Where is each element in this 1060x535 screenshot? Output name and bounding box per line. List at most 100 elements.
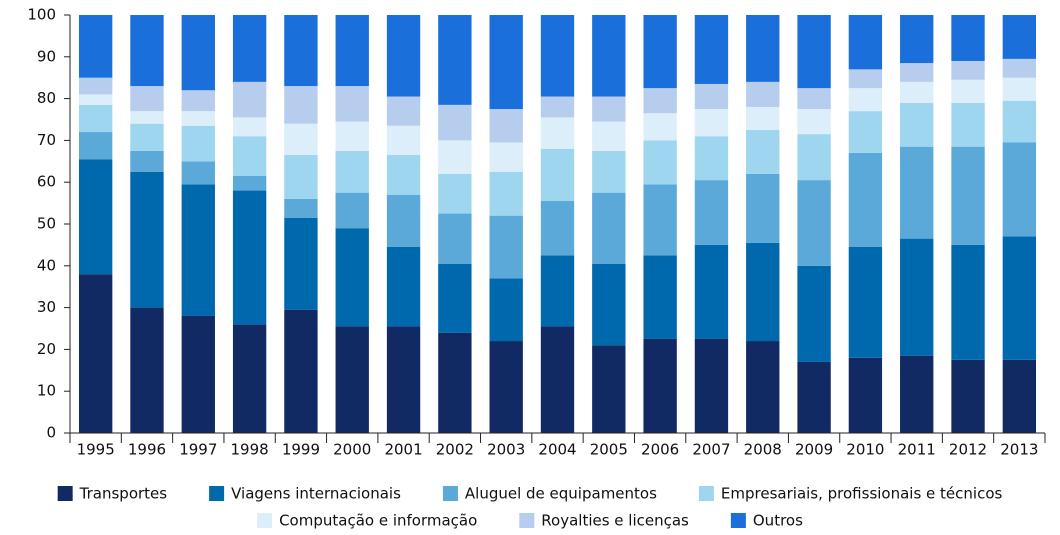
bar-segment (284, 155, 318, 199)
x-tick-label: 1995 (77, 441, 115, 459)
x-tick-label: 2011 (898, 441, 936, 459)
bar-segment (78, 94, 113, 105)
legend-swatch (57, 486, 73, 501)
bar-segment (1002, 100, 1037, 143)
bar-segment (78, 132, 113, 160)
x-tick-label: 2004 (538, 441, 576, 459)
bar-segment (78, 274, 113, 433)
x-tick-label: 2013 (1000, 441, 1038, 459)
bar-segment (284, 86, 318, 124)
bar-segment (232, 175, 267, 191)
bar-segment (848, 69, 883, 89)
bar-segment (489, 278, 523, 342)
bar-segment (438, 332, 472, 433)
legend-label: Computação e informação (279, 512, 477, 530)
bar-segment (1002, 359, 1037, 433)
bar-segment (951, 60, 985, 80)
bar-segment (848, 111, 883, 153)
bar-segment (694, 15, 729, 84)
bar-segment (181, 111, 215, 126)
y-tick-label: 90 (37, 47, 56, 65)
x-tick-label: 1997 (179, 441, 217, 459)
bar-segment (489, 215, 523, 279)
bar-segment (232, 81, 267, 118)
legend-label: Royalties e licenças (541, 512, 689, 530)
bar-segment (540, 326, 575, 433)
bar-segment (951, 146, 985, 245)
bar-segment (540, 255, 575, 327)
bar-segment (797, 109, 831, 135)
bar-segment (438, 213, 472, 264)
bar-segment (284, 309, 318, 433)
bar-segment (746, 81, 780, 107)
x-tick-label: 2002 (436, 441, 474, 459)
bar-segment (1002, 236, 1037, 360)
bar-segment (335, 326, 369, 433)
bar-segment (746, 15, 780, 82)
bar-segment (335, 121, 369, 151)
bar-segment (746, 106, 780, 130)
bar-segment (335, 15, 369, 87)
x-tick-label: 1999 (282, 441, 320, 459)
legend-label: Transportes (79, 485, 168, 503)
bar-segment (130, 111, 164, 124)
bar-segment (438, 173, 472, 214)
bar-segment (181, 15, 215, 91)
bar-segment (746, 341, 780, 433)
legend-swatch (730, 513, 746, 528)
bar-segment (489, 109, 523, 143)
bar-segment (643, 88, 677, 114)
legend-swatch (519, 513, 535, 528)
bar-segment (181, 125, 215, 162)
bar-segment (1002, 77, 1037, 101)
bar-segment (951, 359, 985, 433)
bar-segment (848, 88, 883, 112)
x-tick-label: 2012 (949, 441, 987, 459)
bar-segment (181, 90, 215, 112)
bar-segment (643, 255, 677, 339)
bar-segment (900, 102, 934, 147)
x-tick-label: 2005 (590, 441, 628, 459)
bar-segment (130, 171, 164, 308)
bar-segment (797, 15, 831, 89)
bar-segment (900, 15, 934, 64)
y-tick-label: 70 (37, 131, 56, 149)
bar-segment (797, 361, 831, 433)
bar-segment (848, 152, 883, 247)
bar-segment (694, 136, 729, 181)
bar-segment (232, 324, 267, 433)
bar-segment (540, 201, 575, 256)
bar-segment (386, 155, 421, 195)
bar-segment (489, 15, 523, 110)
bar-segment (130, 15, 164, 87)
bar-segment (746, 129, 780, 174)
bar-segment (232, 136, 267, 176)
y-tick-label: 10 (37, 382, 56, 400)
x-tick-label: 2007 (692, 441, 730, 459)
bar-segment (592, 15, 626, 97)
bar-segment (592, 96, 626, 122)
x-tick-label: 1996 (128, 441, 166, 459)
bar-segment (592, 121, 626, 151)
bar-segment (489, 341, 523, 433)
bar-segment (284, 123, 318, 156)
bar-segment (900, 355, 934, 433)
bar-segment (78, 15, 113, 78)
bar-segment (900, 81, 934, 103)
bar-segment (746, 242, 780, 342)
bar-segment (335, 228, 369, 327)
y-tick-label: 30 (37, 298, 56, 316)
bar-segment (797, 134, 831, 181)
legend-swatch (257, 513, 273, 528)
x-tick-label: 1998 (231, 441, 269, 459)
y-tick-label: 80 (37, 89, 56, 107)
bar-segment (78, 104, 113, 133)
x-tick-label: 2006 (641, 441, 679, 459)
bar-segment (130, 307, 164, 433)
bar-segment (130, 123, 164, 151)
bar-segment (694, 244, 729, 339)
bar-segment (643, 338, 677, 433)
bar-segment (900, 146, 934, 239)
bar-segment (746, 173, 780, 243)
